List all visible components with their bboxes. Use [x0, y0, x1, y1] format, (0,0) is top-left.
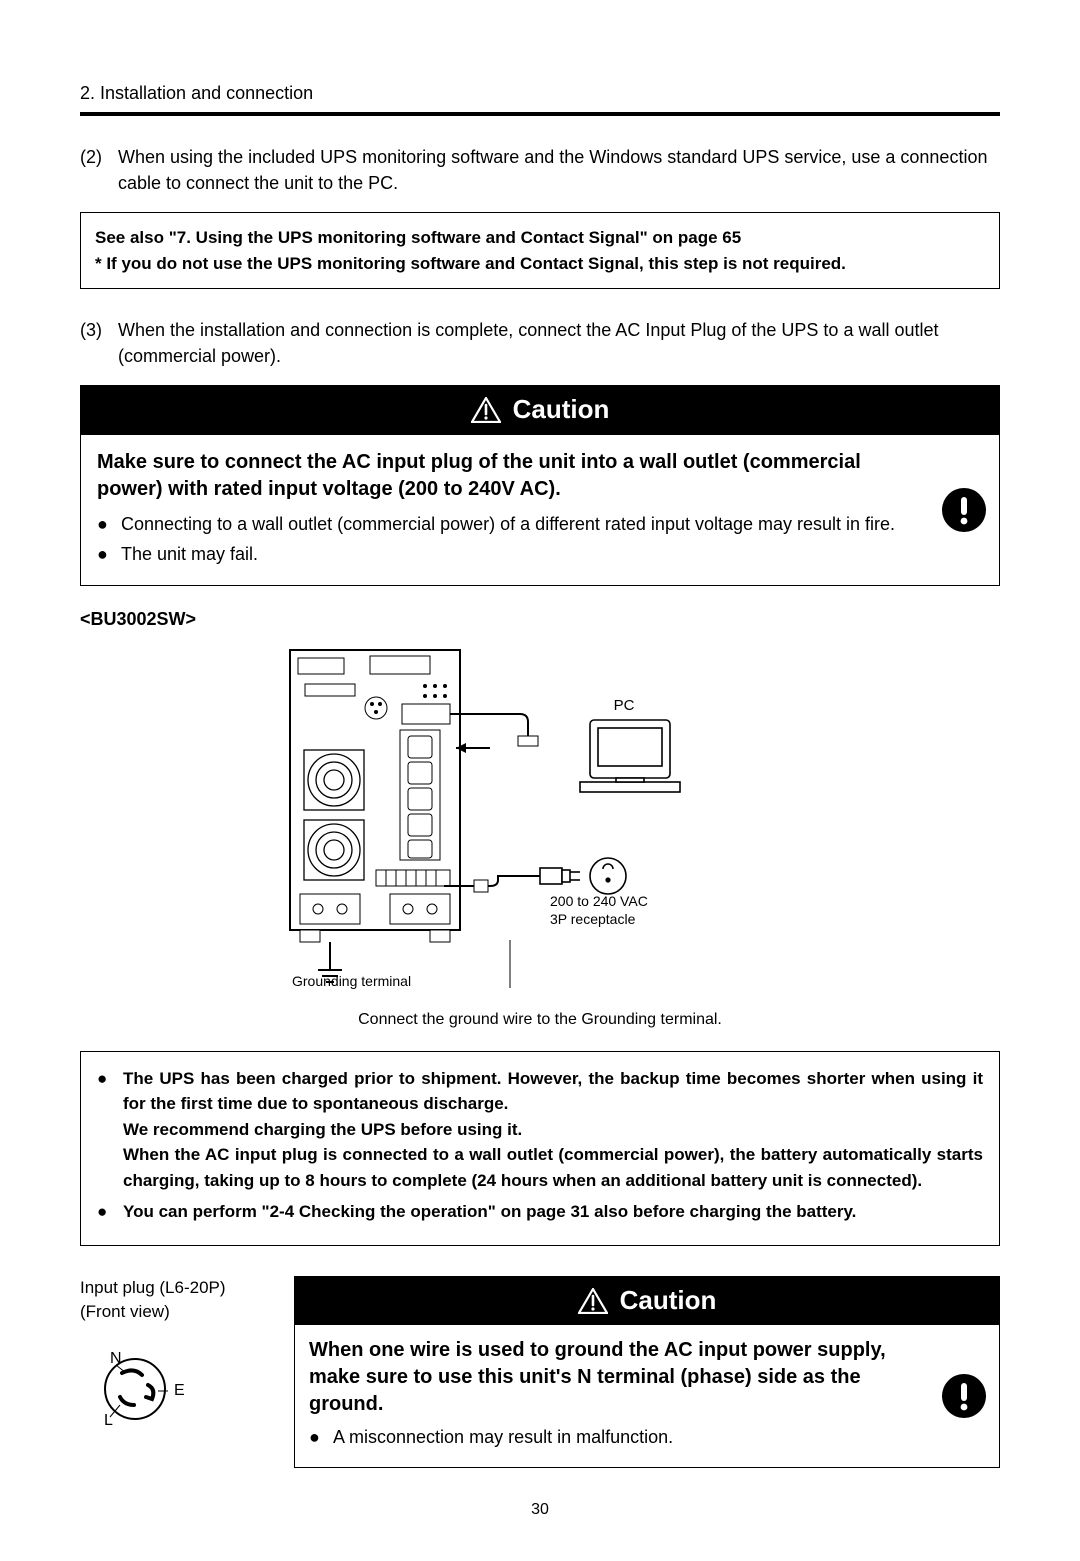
plug-diagram: N E L — [80, 1339, 270, 1447]
connection-diagram: PC 200 to 240 VAC 3P receptacle Groundin… — [80, 640, 1000, 997]
mandatory-action-icon — [941, 487, 987, 533]
plug-e-label: E — [174, 1382, 185, 1399]
receptacle-label-2: 3P receptacle — [550, 911, 636, 927]
section-header: 2. Installation and connection — [80, 80, 1000, 116]
caution-label-2: Caution — [620, 1282, 717, 1320]
info-bullet-2: You can perform "2-4 Checking the operat… — [97, 1199, 983, 1225]
model-label: <BU3002SW> — [80, 606, 1000, 632]
caution-bullet: Connecting to a wall outlet (commercial … — [97, 511, 913, 537]
plug-column: Input plug (L6-20P) (Front view) N E L — [80, 1276, 270, 1447]
plug-n-label: N — [110, 1350, 122, 1367]
warning-triangle-icon — [578, 1288, 608, 1314]
caution-bullets: Connecting to a wall outlet (commercial … — [97, 511, 983, 567]
mandatory-action-icon — [941, 1373, 987, 1419]
diagram-caption: Connect the ground wire to the Grounding… — [80, 1008, 1000, 1031]
caution-banner-2: Caution — [294, 1276, 1000, 1326]
receptacle-label-1: 200 to 240 VAC — [550, 893, 648, 909]
para-num: (2) — [80, 144, 108, 196]
caution-body: Make sure to connect the AC input plug o… — [80, 435, 1000, 586]
reference-note-box: See also "7. Using the UPS monitoring so… — [80, 212, 1000, 289]
caution-box-2: Caution When one wire is used to ground … — [294, 1276, 1000, 1468]
caution-box-1: Caution Make sure to connect the AC inpu… — [80, 385, 1000, 586]
note-line-2: * If you do not use the UPS monitoring s… — [95, 251, 985, 277]
paragraph-2: (2) When using the included UPS monitori… — [80, 144, 1000, 196]
charging-info-box: The UPS has been charged prior to shipme… — [80, 1051, 1000, 1246]
caution-bullet: The unit may fail. — [97, 541, 913, 567]
caution-heading: Make sure to connect the AC input plug o… — [97, 449, 983, 503]
plug-title-1: Input plug (L6-20P) — [80, 1276, 270, 1301]
caution-banner: Caution — [80, 385, 1000, 435]
caution-label: Caution — [513, 391, 610, 429]
grounding-label: Grounding terminal — [292, 973, 411, 989]
para-num: (3) — [80, 317, 108, 369]
paragraph-3: (3) When the installation and connection… — [80, 317, 1000, 369]
pc-label: PC — [614, 697, 635, 714]
caution2-bullet: A misconnection may result in malfunctio… — [309, 1424, 929, 1450]
note-line-1: See also "7. Using the UPS monitoring so… — [95, 225, 985, 251]
caution2-heading: When one wire is used to ground the AC i… — [309, 1337, 929, 1418]
warning-triangle-icon — [471, 397, 501, 423]
para-text: When the installation and connection is … — [118, 317, 1000, 369]
info-bullet-1: The UPS has been charged prior to shipme… — [97, 1066, 983, 1194]
plug-title-2: (Front view) — [80, 1300, 270, 1325]
lower-row: Input plug (L6-20P) (Front view) N E L — [80, 1276, 1000, 1468]
page-number: 30 — [80, 1498, 1000, 1521]
para-text: When using the included UPS monitoring s… — [118, 144, 1000, 196]
caution-body-2: When one wire is used to ground the AC i… — [294, 1325, 1000, 1467]
